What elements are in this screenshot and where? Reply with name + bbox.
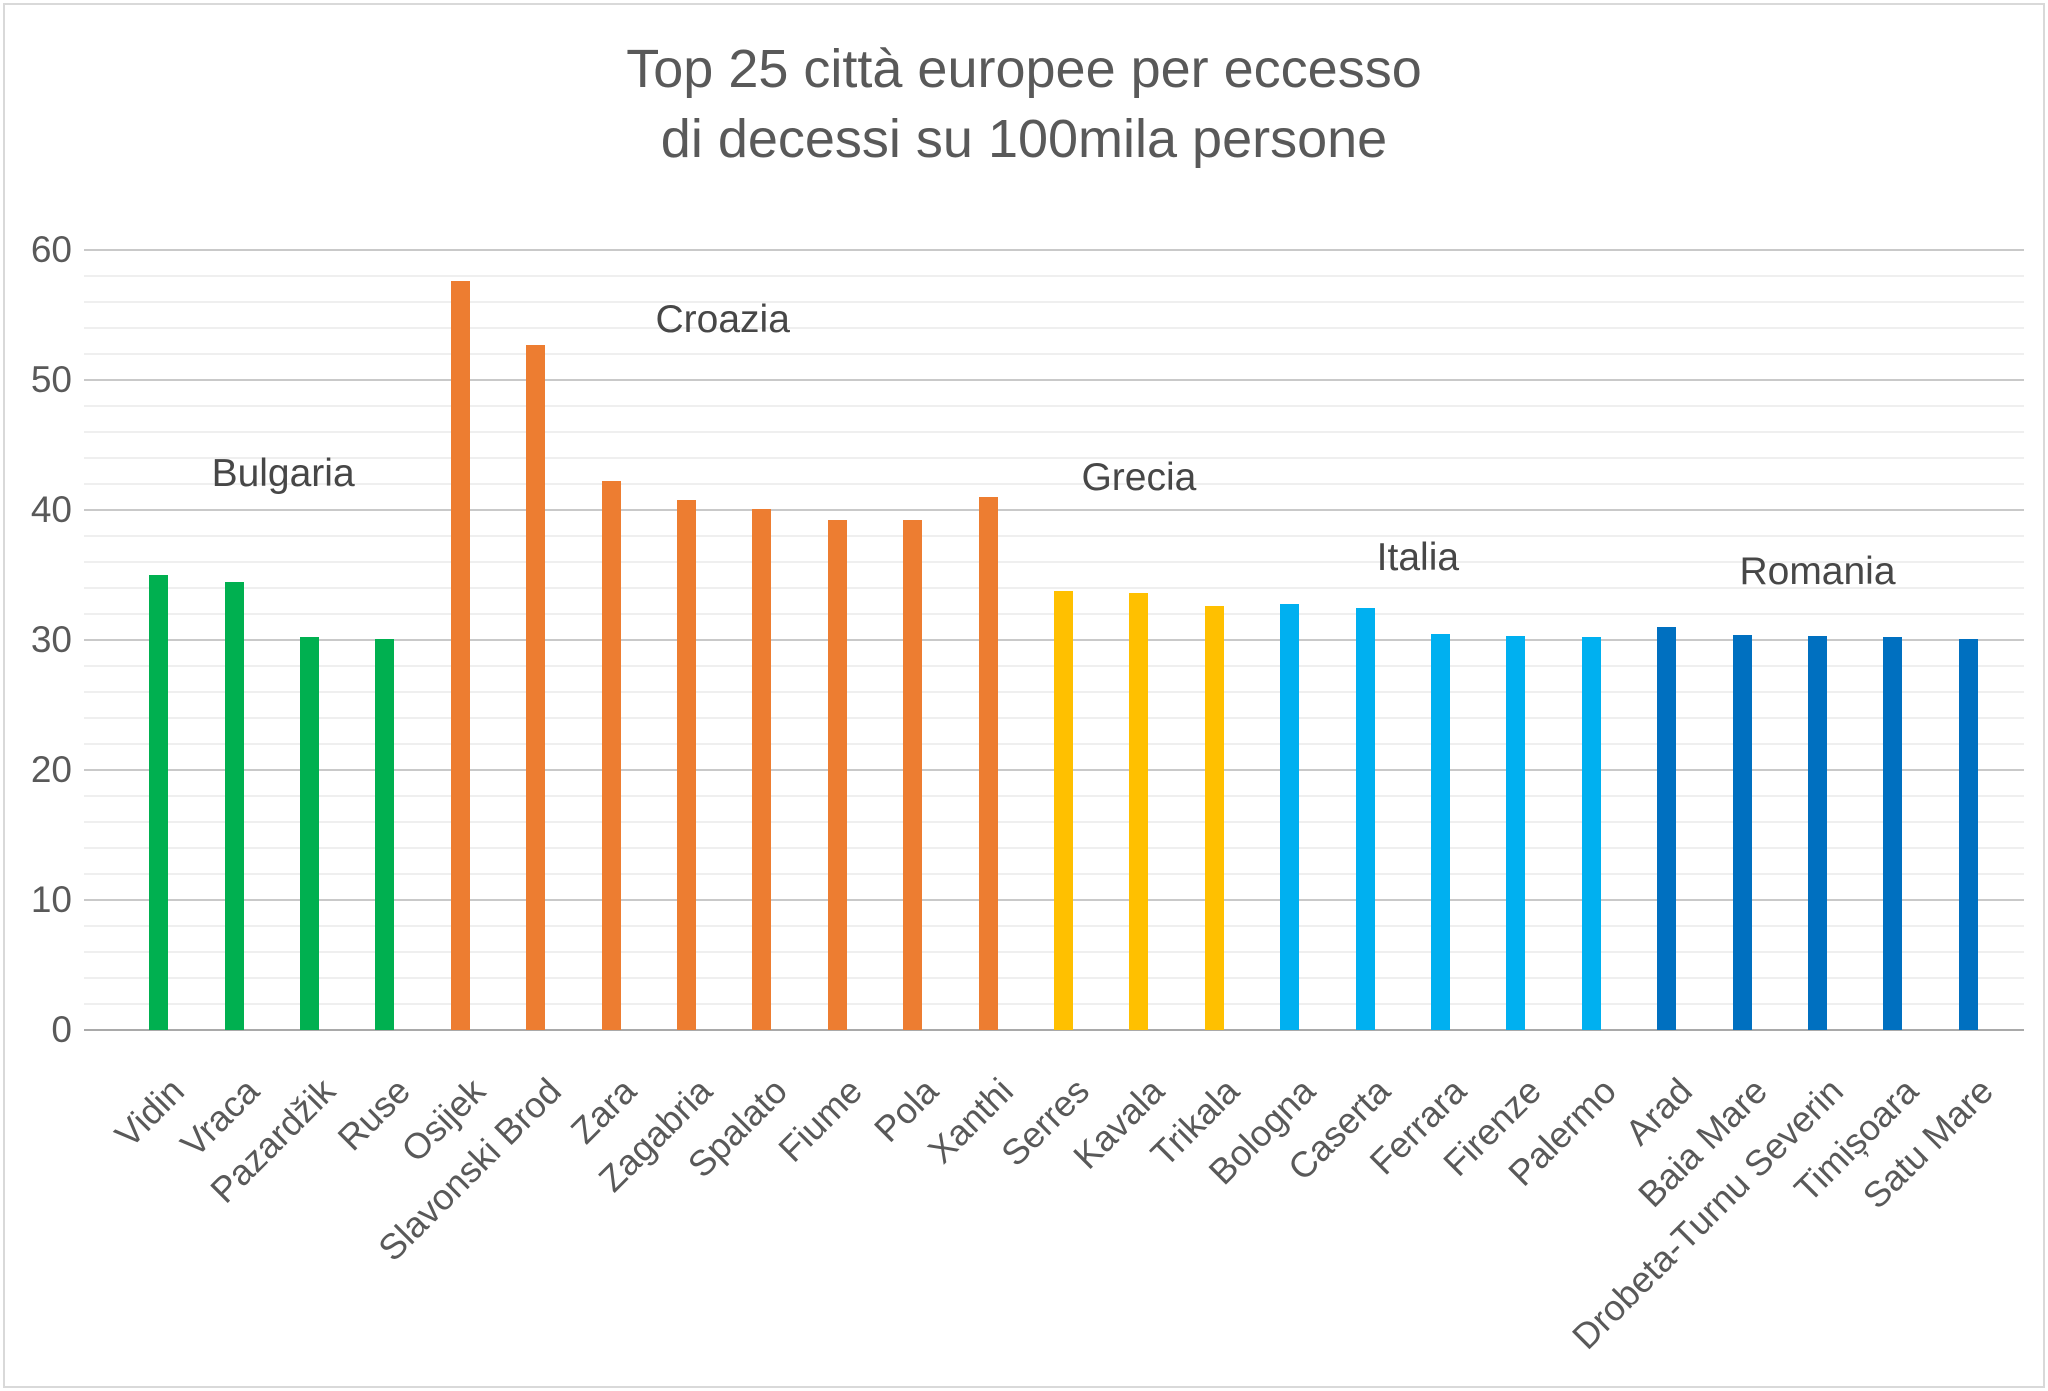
y-axis-tick-label: 50 — [30, 359, 72, 400]
gridline-major — [84, 509, 2024, 511]
bar-xanthi — [978, 497, 998, 1030]
bar-serres — [1054, 590, 1073, 1030]
gridline-minor — [84, 301, 2024, 303]
bar-pazard-ik — [300, 637, 319, 1030]
bar-zara — [601, 481, 621, 1030]
y-axis-tick-label: 30 — [30, 619, 72, 660]
y-axis-tick-label: 10 — [30, 879, 72, 920]
gridline-minor — [84, 587, 2024, 589]
gridline-minor — [84, 275, 2024, 277]
bar-trikala — [1204, 606, 1224, 1030]
bar-spalato — [752, 508, 772, 1030]
bar-drobeta-turnu-severin — [1808, 636, 1827, 1030]
bar-zagabria — [677, 499, 696, 1030]
country-label-italia: Italia — [1376, 536, 1460, 580]
bar-vraca — [224, 581, 244, 1030]
bar-osijek — [450, 281, 470, 1030]
bar-firenze — [1506, 636, 1526, 1030]
gridline-minor — [84, 483, 2024, 485]
gridline-minor — [84, 327, 2024, 329]
gridline-minor — [84, 405, 2024, 407]
gridline-minor — [84, 457, 2024, 459]
y-axis-tick-label: 60 — [30, 229, 72, 270]
bar-satu-mare — [1958, 638, 1978, 1030]
chart-title: Top 25 città europee per eccesso di dece… — [0, 34, 2048, 174]
bar-vidin — [149, 575, 169, 1030]
bar-pola — [903, 520, 923, 1030]
bar-timi-oara — [1883, 637, 1903, 1030]
y-axis-tick-label: 40 — [30, 489, 72, 530]
bar-ferrara — [1431, 633, 1450, 1030]
gridline-minor — [84, 561, 2024, 563]
bar-arad — [1657, 627, 1677, 1030]
gridline-minor — [84, 431, 2024, 433]
bar-fiume — [827, 520, 847, 1030]
bar-kavala — [1129, 593, 1149, 1030]
gridline-major — [84, 249, 2024, 251]
gridline-major — [84, 379, 2024, 381]
x-axis-label: Fiume — [770, 1070, 871, 1170]
country-label-grecia: Grecia — [1081, 455, 1197, 499]
bar-palermo — [1581, 637, 1601, 1030]
x-axis-line — [84, 1029, 2024, 1031]
bar-ruse — [375, 638, 395, 1030]
bar-slavonski-brod — [526, 344, 546, 1030]
gridline-minor — [84, 535, 2024, 537]
gridline-minor — [84, 353, 2024, 355]
country-label-romania: Romania — [1739, 550, 1896, 594]
chart-title-line1: Top 25 città europee per eccesso — [626, 39, 1422, 99]
chart-title-line2: di decessi su 100mila persone — [660, 109, 1388, 169]
y-axis-tick-label: 0 — [51, 1009, 72, 1050]
country-label-croazia: Croazia — [655, 298, 790, 342]
y-axis-tick-label: 20 — [30, 749, 72, 790]
bar-bologna — [1280, 603, 1300, 1030]
bar-baia-mare — [1732, 634, 1752, 1030]
country-label-bulgaria: Bulgaria — [211, 451, 355, 495]
bar-caserta — [1355, 607, 1375, 1030]
